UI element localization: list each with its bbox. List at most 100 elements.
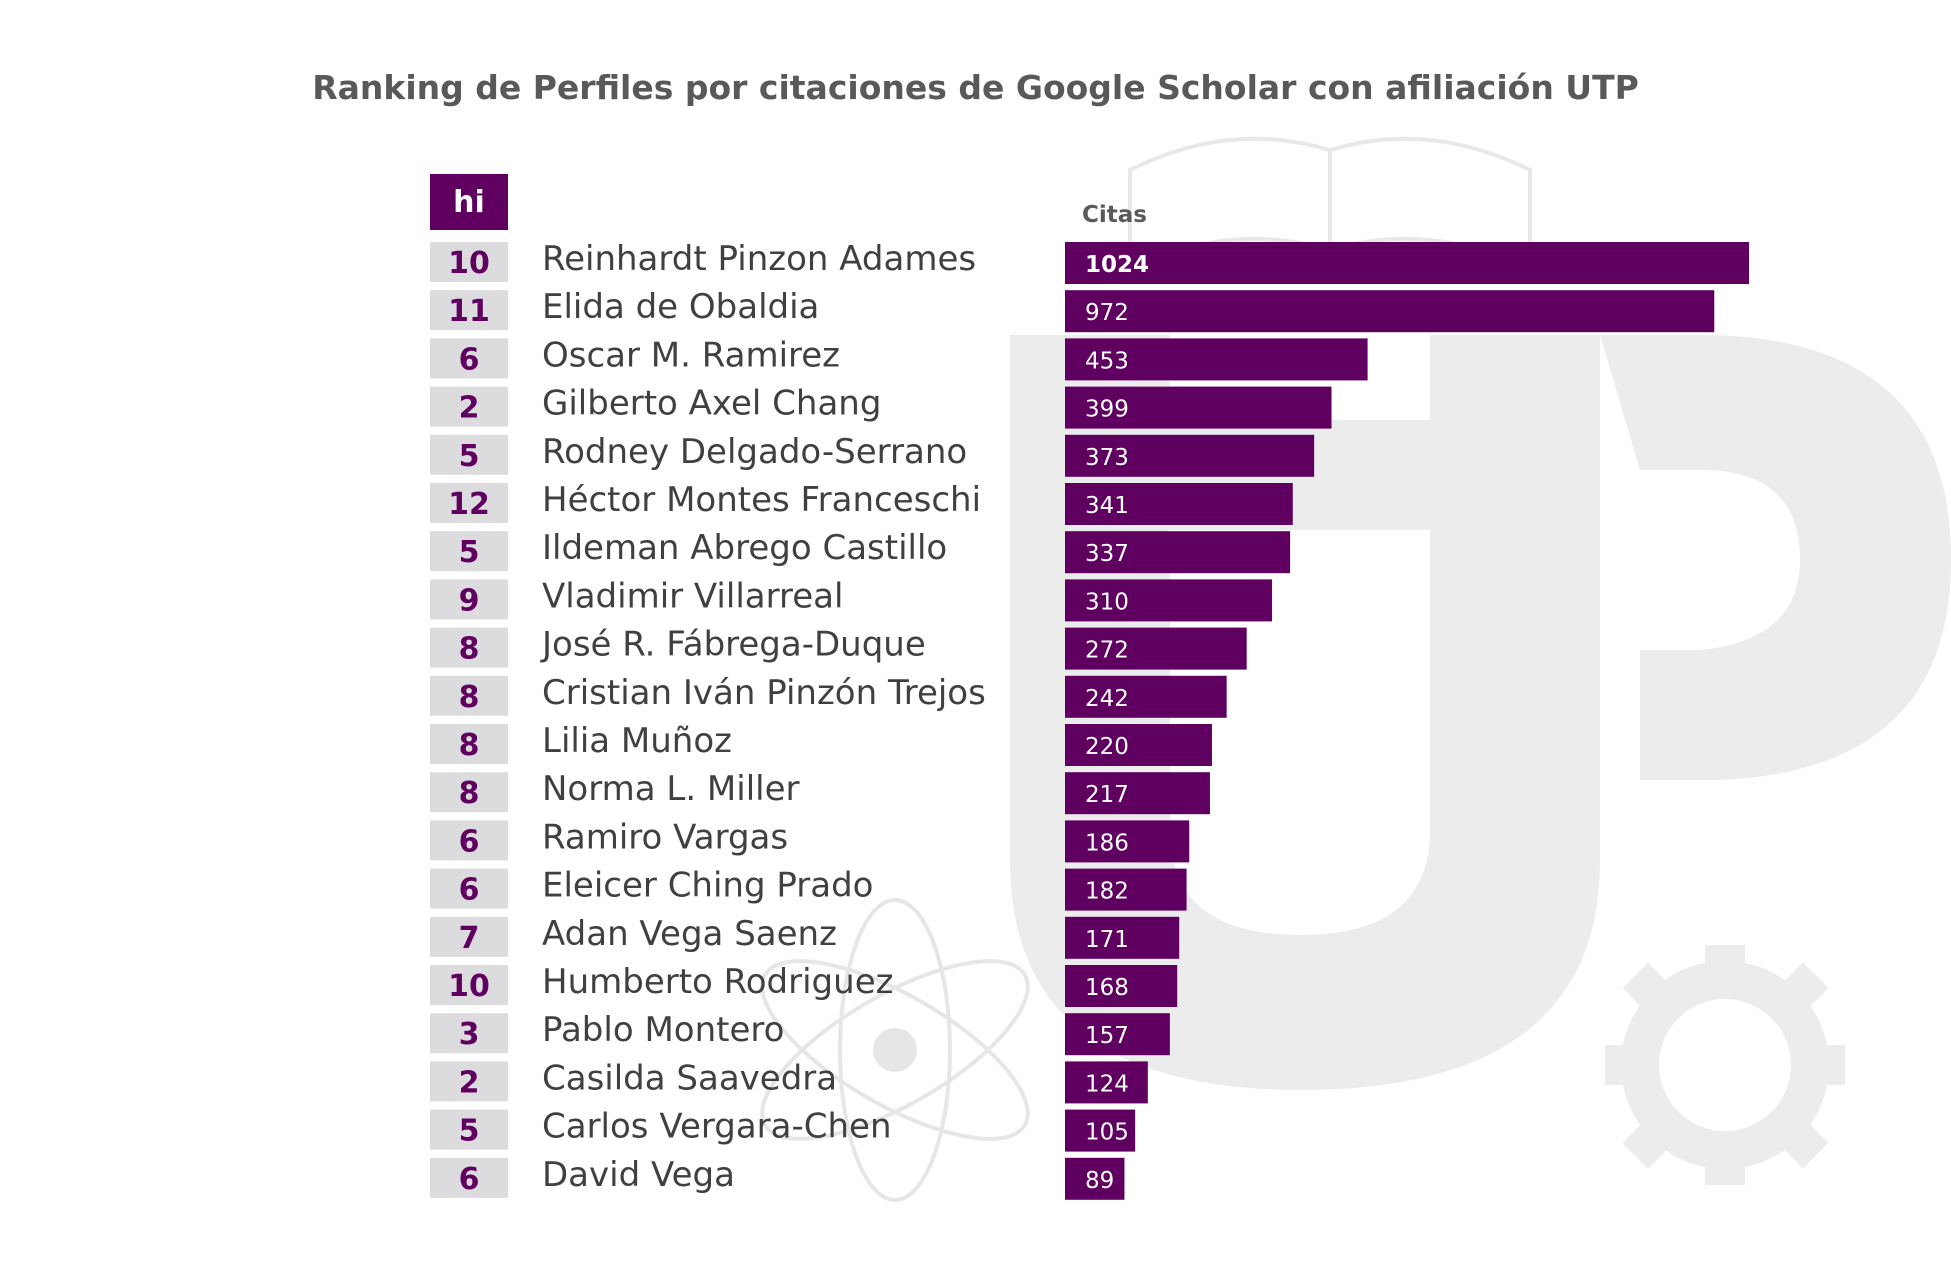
profile-name: Pablo Montero [542,1010,784,1050]
chart-row: 8 Norma L. Miller 217 [430,769,1210,815]
hi-box [430,242,508,282]
profile-name: Ramiro Vargas [542,817,788,857]
chart-row: 8 Cristian Iván Pinzón Trejos 242 [430,673,1227,718]
citation-bar [1065,1157,1125,1200]
profile-name: David Vega [542,1155,735,1195]
hi-box [430,627,508,668]
watermark-atom [760,898,1030,1202]
citation-bar [1065,772,1210,815]
chart-row: 11 Elida de Obaldia 972 [430,287,1715,333]
chart-row: 6 Ramiro Vargas 186 [430,817,1190,863]
citation-bar [1065,675,1227,718]
hi-box [430,1109,508,1150]
profile-name: Cristian Iván Pinzón Trejos [542,673,986,713]
bar-value-label: 182 [1085,879,1129,905]
citas-axis-label: Citas [1082,202,1147,228]
chart-row: 2 Gilberto Axel Chang 399 [430,384,1332,429]
bar-value-label: 242 [1085,686,1129,712]
profile-name: Reinhardt Pinzon Adames [542,239,976,279]
hi-value: 6 [459,342,480,377]
profile-name: Héctor Montes Franceschi [542,480,981,520]
profile-name: Adan Vega Saenz [542,914,837,954]
citation-bar [1065,820,1190,863]
bar-value-label: 217 [1085,782,1129,808]
bar-value-label: 168 [1085,975,1129,1001]
hi-box [430,434,508,475]
hi-box [430,338,508,379]
chart-row: 6 Oscar M. Ramirez 453 [430,335,1368,381]
chart-row: 12 Héctor Montes Franceschi 341 [430,480,1293,525]
profile-name: Lilia Muñoz [542,721,732,761]
profile-name: Ildeman Abrego Castillo [542,528,947,568]
hi-value: 8 [459,776,480,811]
hi-value: 8 [459,632,480,667]
citation-bar [1065,868,1187,911]
hi-box [430,868,508,909]
profile-name: Elida de Obaldia [542,287,819,327]
hi-value: 5 [459,535,480,570]
bar-value-label: 220 [1085,734,1129,760]
hi-value: 12 [448,487,490,522]
profile-name: Eleicer Ching Prado [542,866,873,906]
profile-name: Gilberto Axel Chang [542,384,881,424]
citation-bar [1065,531,1291,574]
citation-bar [1065,1109,1136,1152]
citation-bar [1065,483,1293,525]
hi-box [430,290,508,331]
bar-value-label: 1024 [1085,252,1149,278]
citation-bar [1065,916,1180,959]
chart-row: 8 José R. Fábrega-Duque 272 [430,625,1247,670]
bar-value-label: 972 [1085,300,1129,326]
chart-row: 9 Vladimir Villarreal 310 [430,576,1273,622]
hi-box [430,483,508,523]
hi-box [430,724,508,764]
hi-box [430,386,508,427]
citation-bar [1065,338,1368,381]
chart-row: 5 Carlos Vergara-Chen 105 [430,1107,1136,1152]
profile-name: Oscar M. Ramirez [542,335,840,375]
hi-value: 10 [448,969,490,1004]
citation-bar [1065,1061,1148,1104]
profile-name: Humberto Rodriguez [542,962,893,1002]
profile-name: José R. Fábrega-Duque [540,625,926,665]
hi-value: 7 [459,921,480,956]
chart-row: 10 Reinhardt Pinzon Adames 1024 [430,239,1749,284]
hi-box [430,531,508,572]
bar-value-label: 453 [1085,348,1129,374]
bar-value-label: 171 [1085,927,1129,953]
hi-value: 8 [459,728,480,763]
profile-name: Carlos Vergara-Chen [542,1107,892,1147]
chart-row: 10 Humberto Rodriguez 168 [430,962,1178,1007]
chart-row: 7 Adan Vega Saenz 171 [430,914,1180,959]
chart-row: 3 Pablo Montero 157 [430,1010,1170,1056]
chart-row: 6 David Vega 89 [430,1155,1125,1200]
hi-value: 6 [459,824,480,859]
watermark-p-shape [1600,335,1951,780]
profile-name: Casilda Saavedra [542,1058,837,1098]
profile-name: Rodney Delgado-Serrano [542,432,967,472]
hi-value: 10 [448,246,490,281]
hi-box [430,965,508,1005]
hi-box [430,675,508,716]
citation-bar [1065,1013,1170,1056]
hi-box [430,1013,508,1054]
chart-row: 2 Casilda Saavedra 124 [430,1058,1148,1104]
chart-row: 5 Ildeman Abrego Castillo 337 [430,528,1291,574]
bar-value-label: 186 [1085,830,1129,856]
hi-value: 3 [459,1017,480,1052]
hi-value: 5 [459,1114,480,1149]
citation-bar [1065,434,1315,477]
profile-name: Norma L. Miller [542,769,800,809]
citation-bar [1065,579,1273,622]
bar-value-label: 272 [1085,638,1129,664]
hi-box [430,579,508,620]
hi-value: 11 [448,294,490,329]
chart-row: 8 Lilia Muñoz 220 [430,721,1212,766]
hi-box [430,820,508,861]
hi-column-header: hi [430,174,508,230]
bar-value-label: 124 [1085,1071,1129,1097]
bar-value-label: 399 [1085,397,1129,423]
bar-value-label: 373 [1085,445,1129,471]
hi-box [430,1061,508,1102]
hi-box [430,1157,508,1198]
